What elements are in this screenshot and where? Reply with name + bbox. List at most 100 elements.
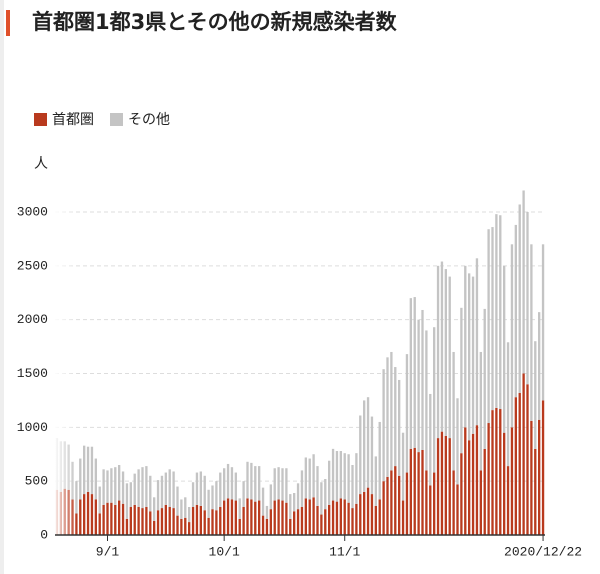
bar-segment <box>436 265 440 439</box>
bar-segment <box>219 472 222 508</box>
bar-segment <box>386 357 389 477</box>
bar-segment <box>343 453 346 500</box>
chart-title: 首都圏1都3県とその他の新規感染者数 <box>32 10 398 34</box>
bar-segment <box>230 467 234 500</box>
bar-segment <box>514 224 517 398</box>
bar-segment <box>421 309 424 450</box>
bar-segment <box>374 456 377 506</box>
bar-segment <box>273 468 276 501</box>
bar-segment <box>83 494 86 535</box>
bar-segment <box>191 482 195 508</box>
bar-segment <box>215 510 218 535</box>
bar-segment <box>149 511 152 535</box>
bar-segment <box>226 463 230 499</box>
legend-label: その他 <box>128 112 170 128</box>
bar-segment <box>328 504 331 535</box>
bar-segment <box>510 244 514 428</box>
bar-segment <box>160 475 164 509</box>
bar-segment <box>483 448 486 535</box>
bar-segment <box>429 393 432 486</box>
bar-segment <box>409 448 412 535</box>
bar-segment <box>137 507 140 535</box>
bar-segment <box>242 507 245 535</box>
bar-segment <box>258 466 261 501</box>
bar-segment <box>184 517 187 535</box>
y-tick-label: 0 <box>40 527 48 542</box>
bar-segment <box>495 214 498 408</box>
bar-segment <box>363 400 366 492</box>
bar-segment <box>312 497 315 535</box>
legend-label: 首都圏 <box>52 112 94 128</box>
bar-segment <box>191 507 195 535</box>
bar-segment <box>273 500 276 535</box>
bar-segment <box>390 470 393 535</box>
bar-segment <box>386 476 389 535</box>
bar-segment <box>285 468 288 503</box>
bar-segment <box>335 501 339 535</box>
bar-segment <box>86 446 90 492</box>
bar-segment <box>250 462 253 500</box>
bar-segment <box>378 499 381 535</box>
bar-segment <box>125 483 129 519</box>
bar-segment <box>440 431 444 535</box>
bar-segment <box>153 497 156 522</box>
bar-segment <box>133 473 136 505</box>
bar-segment <box>444 435 447 535</box>
bar-segment <box>355 453 358 504</box>
bar-segment <box>506 342 510 467</box>
bar-segment <box>219 507 222 535</box>
bar-segment <box>141 508 144 535</box>
bar-segment <box>125 518 129 535</box>
bar-segment <box>172 471 175 509</box>
bar-segment <box>347 502 350 535</box>
bar-segment <box>518 392 521 535</box>
bar-segment <box>234 500 237 535</box>
bar-segment <box>98 486 101 514</box>
bar-segment <box>347 454 350 503</box>
bar-segment <box>188 507 191 523</box>
bar-segment <box>199 505 202 535</box>
bar-segment <box>238 518 241 535</box>
x-tick-label: 11/1 <box>329 544 360 559</box>
bar-segment <box>378 421 381 500</box>
bar-segment <box>180 518 183 535</box>
bar-segment <box>491 227 494 411</box>
bar-segment <box>510 427 514 535</box>
bar-segment <box>394 367 397 467</box>
bar-segment <box>444 269 447 436</box>
bar-segment <box>370 416 374 495</box>
y-tick-label: 1000 <box>17 420 48 435</box>
bar-segment <box>293 511 296 535</box>
bar-segment <box>98 513 101 535</box>
bar-segment <box>433 327 436 473</box>
bar-segment <box>246 461 249 499</box>
bar-segment <box>499 215 502 410</box>
left-fade <box>55 190 77 535</box>
bar-segment <box>425 330 428 471</box>
bar-segment <box>522 373 525 535</box>
bar-segment <box>94 458 97 500</box>
y-tick-label: 500 <box>25 474 48 489</box>
bar-segment <box>211 485 214 510</box>
bar-segment <box>433 472 436 535</box>
bar-segment <box>308 499 311 535</box>
bar-segment <box>261 515 265 535</box>
bar-segment <box>296 483 300 510</box>
bar-segment <box>487 423 490 535</box>
bar-segment <box>421 449 424 535</box>
bar-segment <box>390 351 393 471</box>
bar-segment <box>254 466 257 502</box>
bar-segment <box>289 518 292 535</box>
bar-segment <box>121 471 125 504</box>
bar-segment <box>417 319 420 453</box>
bar-segment <box>168 507 171 535</box>
y-tick-label: 3000 <box>17 204 48 219</box>
bar-segment <box>370 494 374 535</box>
bar-segment <box>79 458 82 500</box>
bar-segment <box>479 470 482 535</box>
bar-segment <box>300 470 304 508</box>
bar-segment <box>351 465 354 509</box>
bar-segment <box>118 500 121 535</box>
bar-segment <box>526 384 529 535</box>
